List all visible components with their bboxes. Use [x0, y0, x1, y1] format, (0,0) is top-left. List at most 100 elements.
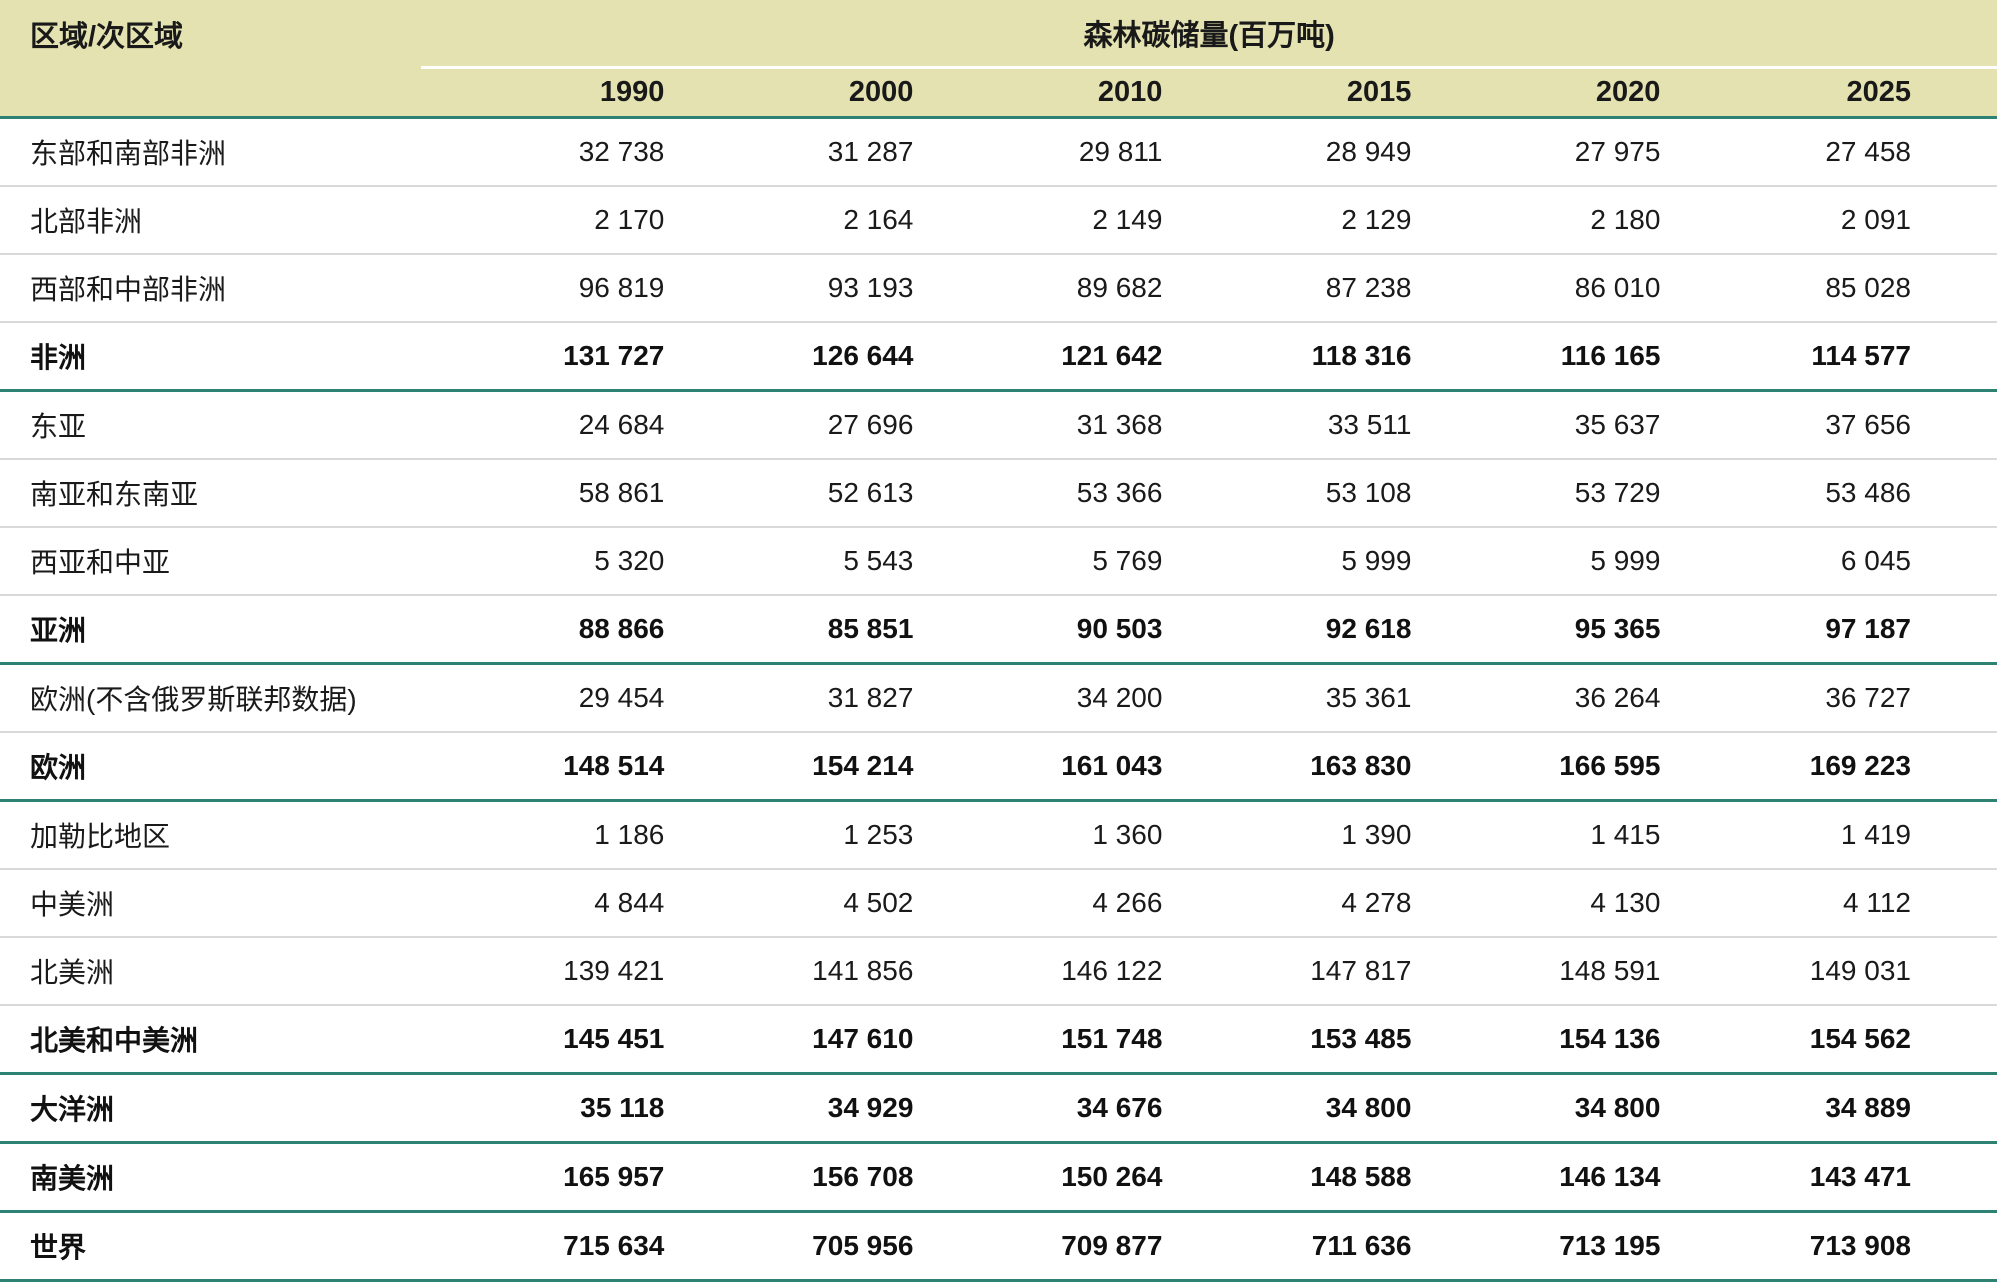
year-header-2015: 2015	[1168, 67, 1418, 119]
value-cell: 35 118	[421, 1073, 671, 1144]
group-column-header: 森林碳储量(百万吨)	[421, 0, 1997, 69]
value-cell: 58 861	[421, 458, 671, 528]
table-row: 世界 715 634 705 956 709 877 711 636 713 1…	[0, 1211, 1997, 1282]
region-cell: 东部和南部非洲	[0, 117, 422, 187]
value-cell: 4 844	[421, 868, 671, 938]
value-cell: 116 165	[1417, 321, 1667, 392]
value-cell: 92 618	[1168, 594, 1418, 665]
value-cell: 143 471	[1666, 1142, 1997, 1213]
value-cell: 169 223	[1666, 731, 1997, 802]
value-cell: 147 817	[1168, 936, 1418, 1006]
value-cell: 147 610	[670, 1004, 920, 1075]
value-cell: 2 170	[421, 185, 671, 255]
value-cell: 2 164	[670, 185, 920, 255]
table-row: 加勒比地区 1 186 1 253 1 360 1 390 1 415 1 41…	[0, 800, 1997, 870]
value-cell: 35 637	[1417, 390, 1667, 460]
table-row: 亚洲 88 866 85 851 90 503 92 618 95 365 97…	[0, 594, 1997, 665]
region-cell: 南亚和东南亚	[0, 458, 422, 528]
value-cell: 148 588	[1168, 1142, 1418, 1213]
value-cell: 36 264	[1417, 663, 1667, 733]
value-cell: 151 748	[919, 1004, 1169, 1075]
table-row: 东部和南部非洲 32 738 31 287 29 811 28 949 27 9…	[0, 117, 1997, 187]
table-row: 北部非洲 2 170 2 164 2 149 2 129 2 180 2 091	[0, 185, 1997, 255]
table-row: 大洋洲 35 118 34 929 34 676 34 800 34 800 3…	[0, 1073, 1997, 1144]
value-cell: 713 908	[1666, 1211, 1997, 1282]
value-cell: 90 503	[919, 594, 1169, 665]
value-cell: 2 149	[919, 185, 1169, 255]
value-cell: 53 729	[1417, 458, 1667, 528]
value-cell: 88 866	[421, 594, 671, 665]
value-cell: 131 727	[421, 321, 671, 392]
value-cell: 4 112	[1666, 868, 1997, 938]
region-cell: 西亚和中亚	[0, 526, 422, 596]
region-cell: 亚洲	[0, 594, 422, 665]
value-cell: 31 287	[670, 117, 920, 187]
table-row: 西亚和中亚 5 320 5 543 5 769 5 999 5 999 6 04…	[0, 526, 1997, 596]
value-cell: 35 361	[1168, 663, 1418, 733]
value-cell: 4 278	[1168, 868, 1418, 938]
value-cell: 2 129	[1168, 185, 1418, 255]
table-row: 东亚 24 684 27 696 31 368 33 511 35 637 37…	[0, 390, 1997, 460]
year-header-2020: 2020	[1417, 67, 1667, 119]
value-cell: 166 595	[1417, 731, 1667, 802]
value-cell: 34 676	[919, 1073, 1169, 1144]
region-cell: 东亚	[0, 390, 422, 460]
region-cell: 世界	[0, 1211, 422, 1282]
value-cell: 114 577	[1666, 321, 1997, 392]
value-cell: 53 486	[1666, 458, 1997, 528]
year-header-2000: 2000	[670, 67, 920, 119]
region-cell: 中美洲	[0, 868, 422, 938]
value-cell: 53 108	[1168, 458, 1418, 528]
value-cell: 145 451	[421, 1004, 671, 1075]
value-cell: 150 264	[919, 1142, 1169, 1213]
value-cell: 141 856	[670, 936, 920, 1006]
value-cell: 5 543	[670, 526, 920, 596]
value-cell: 34 800	[1168, 1073, 1418, 1144]
table-row: 非洲 131 727 126 644 121 642 118 316 116 1…	[0, 321, 1997, 392]
value-cell: 37 656	[1666, 390, 1997, 460]
value-cell: 36 727	[1666, 663, 1997, 733]
year-header-1990: 1990	[421, 67, 671, 119]
region-cell: 北美洲	[0, 936, 422, 1006]
value-cell: 87 238	[1168, 253, 1418, 323]
region-cell: 欧洲	[0, 731, 422, 802]
value-cell: 34 200	[919, 663, 1169, 733]
value-cell: 1 390	[1168, 800, 1418, 870]
table-row: 北美洲 139 421 141 856 146 122 147 817 148 …	[0, 936, 1997, 1006]
value-cell: 5 769	[919, 526, 1169, 596]
value-cell: 95 365	[1417, 594, 1667, 665]
value-cell: 34 800	[1417, 1073, 1667, 1144]
value-cell: 715 634	[421, 1211, 671, 1282]
year-header-2010: 2010	[919, 67, 1169, 119]
value-cell: 713 195	[1417, 1211, 1667, 1282]
value-cell: 32 738	[421, 117, 671, 187]
value-cell: 34 889	[1666, 1073, 1997, 1144]
table-body: 东部和南部非洲 32 738 31 287 29 811 28 949 27 9…	[0, 117, 1997, 1282]
value-cell: 86 010	[1417, 253, 1667, 323]
value-cell: 148 591	[1417, 936, 1667, 1006]
value-cell: 146 134	[1417, 1142, 1667, 1213]
value-cell: 89 682	[919, 253, 1169, 323]
value-cell: 1 415	[1417, 800, 1667, 870]
value-cell: 163 830	[1168, 731, 1418, 802]
value-cell: 24 684	[421, 390, 671, 460]
value-cell: 121 642	[919, 321, 1169, 392]
value-cell: 148 514	[421, 731, 671, 802]
group-header-row: 区域/次区域 森林碳储量(百万吨)	[0, 0, 1997, 69]
value-cell: 27 975	[1417, 117, 1667, 187]
value-cell: 85 028	[1666, 253, 1997, 323]
value-cell: 2 180	[1417, 185, 1667, 255]
region-cell: 北部非洲	[0, 185, 422, 255]
value-cell: 33 511	[1168, 390, 1418, 460]
value-cell: 27 458	[1666, 117, 1997, 187]
value-cell: 154 562	[1666, 1004, 1997, 1075]
value-cell: 118 316	[1168, 321, 1418, 392]
value-cell: 5 999	[1417, 526, 1667, 596]
years-header-row: 1990 2000 2010 2015 2020 2025	[0, 67, 1997, 119]
value-cell: 96 819	[421, 253, 671, 323]
value-cell: 161 043	[919, 731, 1169, 802]
region-cell: 加勒比地区	[0, 800, 422, 870]
table-row: 欧洲 148 514 154 214 161 043 163 830 166 5…	[0, 731, 1997, 802]
value-cell: 1 186	[421, 800, 671, 870]
